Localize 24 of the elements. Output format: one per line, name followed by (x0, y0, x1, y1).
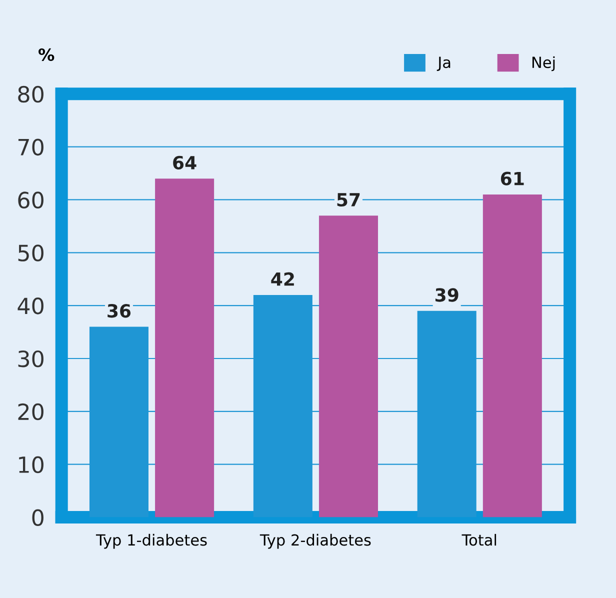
y-tick-label: 30 (18, 350, 44, 368)
data-label: 36 (108, 304, 131, 318)
x-tick-label: Typ 1-diabetes (96, 534, 207, 549)
x-tick-label: Typ 2-diabetes (260, 534, 371, 549)
y-tick-label: 0 (32, 509, 44, 526)
y-axis-title: % (38, 48, 54, 62)
legend-label: Nej (532, 56, 555, 72)
y-tick-label: 20 (18, 403, 44, 420)
x-tick-label: Total (462, 534, 496, 546)
data-label: 57 (337, 193, 360, 207)
bar (318, 216, 378, 518)
bar (482, 194, 542, 518)
y-tick-label: 80 (18, 86, 44, 103)
bar (155, 178, 214, 518)
data-label: 39 (435, 288, 458, 302)
legend-label: Ja (436, 56, 450, 71)
data-label: 64 (173, 156, 196, 170)
y-tick-label: 10 (19, 456, 44, 474)
data-label: 61 (500, 172, 524, 186)
y-tick-label: 70 (18, 138, 44, 156)
y-tick-label: 50 (18, 244, 44, 262)
y-tick-label: 60 (18, 192, 44, 208)
y-tick-label: 40 (18, 298, 44, 314)
data-label: 42 (271, 272, 294, 286)
